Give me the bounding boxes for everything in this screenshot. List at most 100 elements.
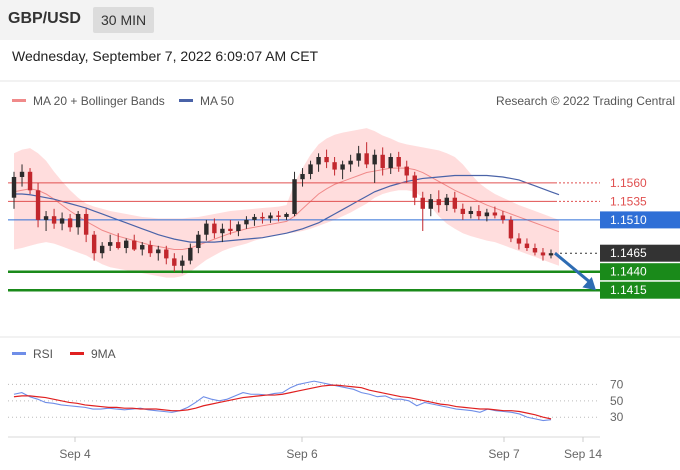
level-label: 1.1415 xyxy=(610,283,647,297)
candle-body xyxy=(500,215,506,220)
ma9-legend-label: 9MA xyxy=(91,347,116,361)
candle-body xyxy=(67,218,73,228)
candle-body xyxy=(444,197,450,206)
candle-body xyxy=(19,171,25,177)
candle-body xyxy=(388,157,393,169)
forecast-arrow-shaft xyxy=(554,252,591,284)
level-label: 1.1510 xyxy=(610,213,647,227)
level-label: 1.1465 xyxy=(610,246,647,260)
candle-body xyxy=(548,253,554,256)
timestamp: Wednesday, September 7, 2022 6:09:07 AM … xyxy=(12,48,319,64)
ma50-legend-swatch xyxy=(179,99,193,102)
rsi-line xyxy=(13,380,552,422)
x-axis: Sep 4 Sep 6 Sep 7 Sep 14 xyxy=(59,437,602,461)
timeframe-button[interactable]: 30 MIN xyxy=(93,7,155,33)
candle-body xyxy=(348,160,353,165)
price-panel: 1.1560 1.1535 1.1510 1.1465 1.1440 1.1415 xyxy=(8,128,680,299)
candle-body xyxy=(35,190,41,220)
candle-body xyxy=(196,234,201,249)
ma20-line xyxy=(13,167,560,250)
level-badge xyxy=(600,244,680,262)
candle-body xyxy=(516,238,522,244)
candle-body xyxy=(124,240,129,249)
ma50-legend-label: MA 50 xyxy=(200,94,234,108)
candle-body xyxy=(540,252,546,256)
ma9-legend-swatch xyxy=(70,352,84,355)
header-bar: GBP/USD 30 MIN xyxy=(0,0,680,40)
ma20-legend-swatch xyxy=(12,99,26,102)
candle-body xyxy=(236,224,241,231)
candle-body xyxy=(148,245,153,254)
level-label: 1.1560 xyxy=(610,176,647,190)
candle-body xyxy=(300,174,305,180)
candle-body xyxy=(524,243,530,249)
candle-body xyxy=(83,213,89,235)
candle-body xyxy=(212,223,217,234)
candle-body xyxy=(27,171,33,191)
candle-body xyxy=(268,215,273,219)
ma9-line xyxy=(13,384,552,420)
x-tick-label: Sep 4 xyxy=(59,447,91,461)
candle-body xyxy=(172,258,177,266)
candle-body xyxy=(75,213,81,228)
candle-body xyxy=(115,242,121,249)
candle-body xyxy=(484,212,490,217)
candle-body xyxy=(220,228,225,234)
candle-body xyxy=(276,215,281,217)
level-badge xyxy=(600,263,680,281)
candle-body xyxy=(452,197,458,209)
candle-body xyxy=(188,248,193,261)
candle-body xyxy=(180,260,185,266)
candle-body xyxy=(252,216,257,220)
x-tick-label: Sep 14 xyxy=(564,447,602,461)
rsi-tick-label: 30 xyxy=(610,410,624,424)
candle-body xyxy=(324,157,329,163)
candle-body xyxy=(292,179,297,214)
candle-body xyxy=(140,245,145,250)
candle-body xyxy=(284,213,289,217)
candle-body xyxy=(228,228,233,231)
candle-body xyxy=(460,208,466,214)
x-tick-label: Sep 7 xyxy=(488,447,520,461)
rsi-tick-label: 50 xyxy=(610,394,624,408)
rsi-legend-swatch xyxy=(12,352,26,355)
candle-body xyxy=(380,154,385,169)
candle-body xyxy=(436,199,441,206)
candle-body xyxy=(59,218,65,224)
currency-pair-title: GBP/USD xyxy=(8,10,81,27)
candle-body xyxy=(43,216,49,220)
candle-body xyxy=(308,164,313,175)
level-badge xyxy=(600,211,680,229)
candle-body xyxy=(404,166,409,176)
candle-body xyxy=(476,211,482,217)
candle-body xyxy=(508,219,514,239)
candle-body xyxy=(132,240,137,250)
candle-body xyxy=(412,175,417,198)
candle-body xyxy=(316,157,321,165)
candle-body xyxy=(532,248,538,253)
candle-body xyxy=(99,245,105,254)
candle-body xyxy=(204,223,209,235)
copyright-text: Research © 2022 Trading Central xyxy=(496,94,675,108)
candle-body xyxy=(356,153,361,161)
candle-body xyxy=(156,249,161,254)
rsi-panel: 70 50 30 xyxy=(8,377,624,424)
ma50-line xyxy=(14,174,560,243)
candle-body xyxy=(428,199,433,209)
candle-body xyxy=(420,197,425,209)
candle-body xyxy=(91,234,97,254)
candle-body xyxy=(340,164,345,170)
candle-body xyxy=(244,219,249,225)
bollinger-band xyxy=(14,128,560,278)
ma20-legend-label: MA 20 + Bollinger Bands xyxy=(33,94,165,108)
candle-body xyxy=(164,249,169,259)
candle-body xyxy=(260,216,265,219)
candle-body xyxy=(11,176,17,198)
level-badge xyxy=(600,281,680,299)
candle-body xyxy=(396,157,401,167)
candle-body xyxy=(364,153,369,165)
rsi-tick-label: 70 xyxy=(610,377,624,391)
x-tick-label: Sep 6 xyxy=(286,447,318,461)
candle-body xyxy=(107,242,113,246)
